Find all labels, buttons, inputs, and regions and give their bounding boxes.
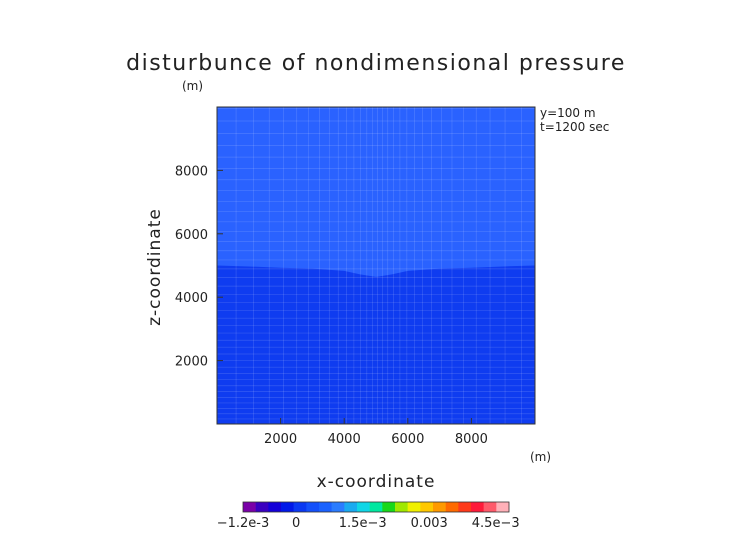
z-axis-ticks: 2000 4000 6000 8000 <box>175 164 223 370</box>
colorbar-label: −1.2e-3 <box>217 516 270 531</box>
y-axis-label: z-coordinate <box>145 208 165 326</box>
annotation-t: t=1200 sec <box>540 120 609 134</box>
x-axis-label: x-coordinate <box>317 472 436 492</box>
colorbar-swatch <box>395 502 408 512</box>
colorbar-swatch <box>382 502 396 512</box>
colorbar-swatch <box>255 502 269 512</box>
z-tick-label: 8000 <box>175 164 208 179</box>
plot-area <box>216 106 536 425</box>
colorbar-swatch <box>281 502 294 512</box>
colorbar-swatch <box>471 502 484 512</box>
colorbar-swatch <box>331 502 345 512</box>
z-tick-label: 6000 <box>175 228 208 243</box>
colorbar-swatch <box>268 502 282 512</box>
colorbar-swatch <box>483 502 497 512</box>
z-tick-label: 4000 <box>175 291 208 306</box>
colorbar-swatch <box>293 502 307 512</box>
x-unit-label: (m) <box>530 450 551 464</box>
annotation-y: y=100 m <box>540 106 596 120</box>
colorbar-swatch <box>243 502 256 512</box>
model-grid <box>216 107 535 425</box>
colorbar-swatch <box>344 502 358 512</box>
z-unit-label: (m) <box>182 79 203 93</box>
colorbar-swatch <box>420 502 434 512</box>
x-axis-ticks: 2000 4000 6000 8000 <box>264 418 488 447</box>
plot-frame <box>216 106 536 425</box>
x-tick-label: 4000 <box>328 432 361 447</box>
colorbar-frame <box>242 501 510 513</box>
x-tick-label: 8000 <box>455 432 488 447</box>
colorbar-label: 4.5e−3 <box>472 516 520 531</box>
chart-title: disturbunce of nondimensional pressure <box>126 51 626 76</box>
x-tick-label: 6000 <box>391 432 424 447</box>
z-tick-label: 2000 <box>175 355 208 370</box>
colorbar-label: 0.003 <box>411 516 448 531</box>
colorbar: −1.2e-3 0 1.5e−3 0.003 4.5e−3 <box>217 501 520 531</box>
colorbar-swatch <box>357 502 370 512</box>
colorbar-swatch <box>369 502 383 512</box>
colorbar-label: 0 <box>292 516 300 531</box>
colorbar-swatch <box>319 502 332 512</box>
colorbar-swatch <box>445 502 459 512</box>
x-tick-label: 2000 <box>264 432 297 447</box>
colorbar-swatch <box>433 502 446 512</box>
lower-pressure-region <box>217 265 535 424</box>
colorbar-swatch <box>306 502 320 512</box>
colorbar-swatch <box>407 502 421 512</box>
colorbar-label: 1.5e−3 <box>339 516 387 531</box>
colorbar-swatch <box>458 502 472 512</box>
colorbar-swatch <box>496 502 510 512</box>
